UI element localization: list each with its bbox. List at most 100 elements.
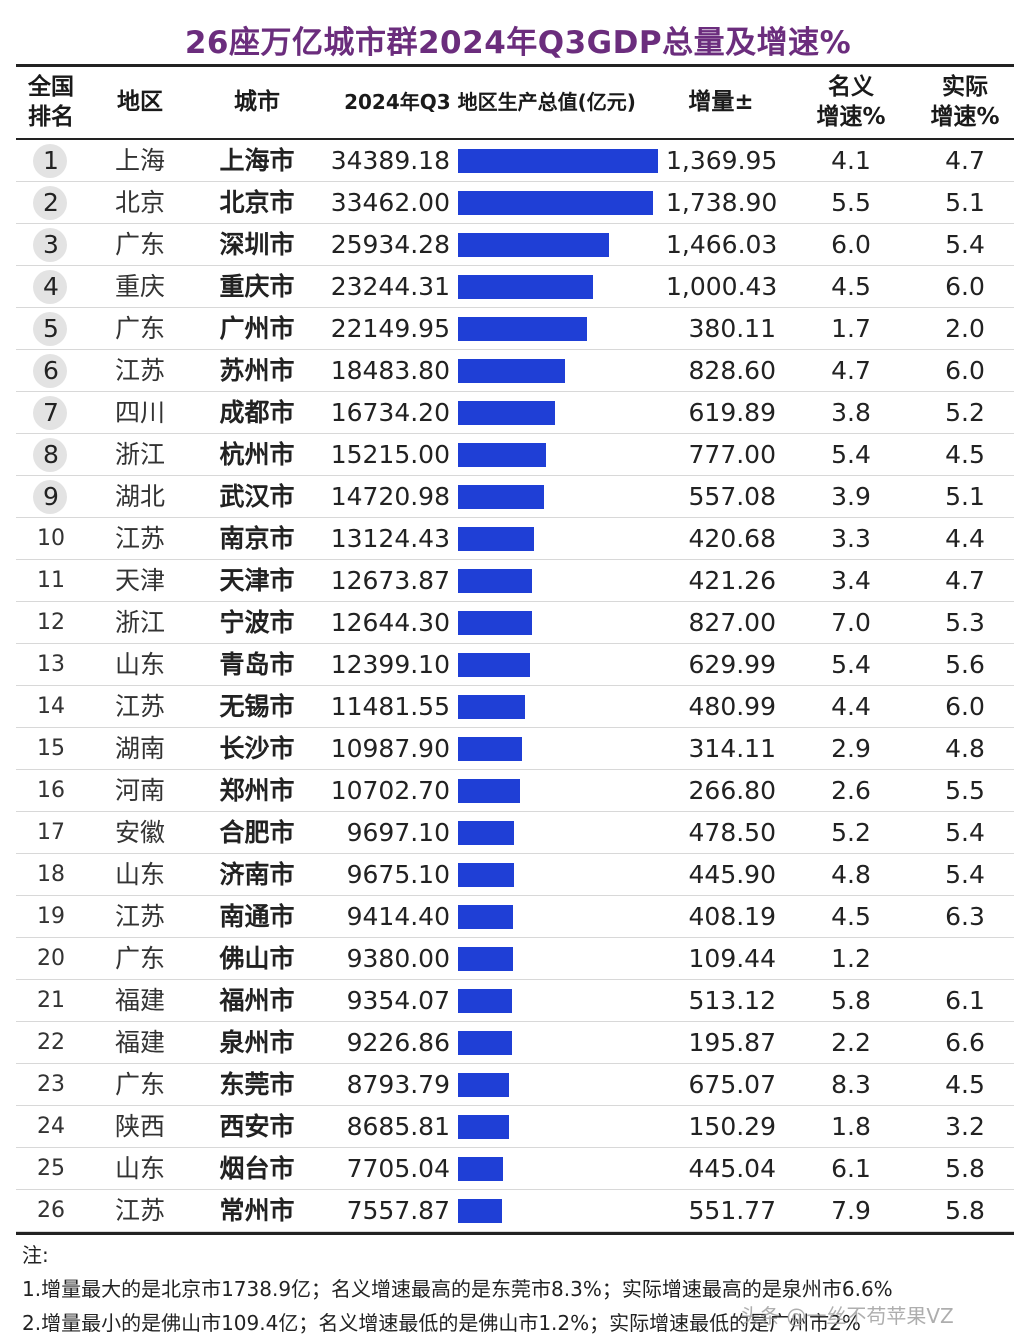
gdp-bar bbox=[458, 863, 514, 887]
row-divider bbox=[16, 391, 1014, 392]
city-cell: 成都市 bbox=[219, 398, 295, 427]
city-cell: 东莞市 bbox=[219, 1070, 295, 1099]
table-row: 6 江苏 苏州市 18483.80 828.60 4.7 6.0 bbox=[16, 350, 1014, 392]
city-cell: 宁波市 bbox=[219, 608, 295, 637]
city-cell: 泉州市 bbox=[219, 1028, 295, 1057]
rank-cell: 17 bbox=[16, 812, 86, 854]
gdp-bar bbox=[458, 989, 512, 1013]
city-cell: 济南市 bbox=[219, 860, 295, 889]
real-growth-cell: 5.4 bbox=[945, 230, 985, 259]
increase-cell: 408.19 bbox=[688, 902, 776, 931]
rank-badge bbox=[33, 270, 67, 304]
gdp-bar bbox=[458, 779, 520, 803]
gdp-value-cell: 25934.28 bbox=[330, 230, 450, 259]
city-cell: 北京市 bbox=[219, 188, 295, 217]
gdp-bar bbox=[458, 1073, 509, 1097]
gdp-value-cell: 33462.00 bbox=[330, 188, 450, 217]
region-cell: 江苏 bbox=[114, 524, 165, 553]
nominal-growth-cell: 4.4 bbox=[831, 692, 871, 721]
table-row: 19 江苏 南通市 9414.40 408.19 4.5 6.3 bbox=[16, 896, 1014, 938]
rank-cell: 11 bbox=[16, 560, 86, 602]
row-divider bbox=[16, 601, 1014, 602]
gdp-value-cell: 9675.10 bbox=[346, 860, 450, 889]
rank-badge bbox=[33, 312, 67, 346]
region-cell: 福建 bbox=[114, 986, 165, 1015]
real-growth-cell: 6.0 bbox=[945, 272, 985, 301]
city-cell: 西安市 bbox=[219, 1112, 295, 1141]
region-cell: 山东 bbox=[114, 860, 165, 889]
rank-number: 20 bbox=[37, 946, 65, 971]
nominal-growth-cell: 2.2 bbox=[831, 1028, 871, 1057]
table-row: 24 陕西 西安市 8685.81 150.29 1.8 3.2 bbox=[16, 1106, 1014, 1148]
rank-cell: 3 bbox=[16, 224, 86, 266]
watermark: 头条 @一丝不苟苹果VZ bbox=[740, 1304, 954, 1328]
region-cell: 重庆 bbox=[114, 272, 165, 301]
rank-cell: 2 bbox=[16, 182, 86, 224]
real-growth-cell: 5.8 bbox=[945, 1154, 985, 1183]
table-row: 15 湖南 长沙市 10987.90 314.11 2.9 4.8 bbox=[16, 728, 1014, 770]
nominal-growth-cell: 4.5 bbox=[831, 902, 871, 931]
city-cell: 天津市 bbox=[219, 566, 295, 595]
table-bottom-rule bbox=[16, 1232, 1014, 1235]
row-divider bbox=[16, 1231, 1014, 1232]
rank-cell: 20 bbox=[16, 938, 86, 980]
nominal-growth-cell: 4.1 bbox=[831, 146, 871, 175]
increase-cell: 314.11 bbox=[688, 734, 776, 763]
row-divider bbox=[16, 517, 1014, 518]
gdp-value-cell: 12399.10 bbox=[330, 650, 450, 679]
gdp-value-cell: 13124.43 bbox=[330, 524, 450, 553]
rank-cell: 24 bbox=[16, 1106, 86, 1148]
gdp-bar bbox=[458, 317, 587, 341]
table-row: 8 浙江 杭州市 15215.00 777.00 5.4 4.5 bbox=[16, 434, 1014, 476]
region-cell: 广东 bbox=[114, 314, 165, 343]
table-row: 13 山东 青岛市 12399.10 629.99 5.4 5.6 bbox=[16, 644, 1014, 686]
real-growth-cell: 4.8 bbox=[945, 734, 985, 763]
nominal-growth-cell: 4.5 bbox=[831, 272, 871, 301]
region-cell: 湖南 bbox=[114, 734, 165, 763]
rank-number: 25 bbox=[37, 1156, 65, 1181]
nominal-growth-cell: 5.4 bbox=[831, 440, 871, 469]
nominal-growth-cell: 3.8 bbox=[831, 398, 871, 427]
real-growth-cell: 5.3 bbox=[945, 608, 985, 637]
row-divider bbox=[16, 895, 1014, 896]
increase-cell: 478.50 bbox=[688, 818, 776, 847]
table-row: 2 北京 北京市 33462.00 1,738.90 5.5 5.1 bbox=[16, 182, 1014, 224]
increase-cell: 1,466.03 bbox=[666, 230, 778, 259]
table-row: 9 湖北 武汉市 14720.98 557.08 3.9 5.1 bbox=[16, 476, 1014, 518]
table-row: 16 河南 郑州市 10702.70 266.80 2.6 5.5 bbox=[16, 770, 1014, 812]
increase-cell: 619.89 bbox=[688, 398, 776, 427]
notes-label: 注: bbox=[22, 1243, 49, 1267]
table-row: 22 福建 泉州市 9226.86 195.87 2.2 6.6 bbox=[16, 1022, 1014, 1064]
real-growth-cell bbox=[916, 938, 1014, 980]
gdp-value-cell: 18483.80 bbox=[330, 356, 450, 385]
city-cell: 广州市 bbox=[219, 314, 295, 343]
rank-number: 26 bbox=[37, 1198, 65, 1223]
city-cell: 青岛市 bbox=[219, 650, 295, 679]
rank-number: 7 bbox=[43, 398, 59, 427]
table-row: 14 江苏 无锡市 11481.55 480.99 4.4 6.0 bbox=[16, 686, 1014, 728]
chart-title: 26座万亿城市群2024年Q3GDP总量及增速% bbox=[184, 25, 852, 61]
row-divider bbox=[16, 853, 1014, 854]
region-cell: 河南 bbox=[114, 776, 165, 805]
gdp-bar bbox=[458, 905, 513, 929]
nominal-growth-cell: 5.5 bbox=[831, 188, 871, 217]
real-growth-cell: 5.4 bbox=[945, 860, 985, 889]
row-divider bbox=[16, 643, 1014, 644]
gdp-value-cell: 9354.07 bbox=[346, 986, 450, 1015]
rank-badge bbox=[33, 228, 67, 262]
table-row: 3 广东 深圳市 25934.28 1,466.03 6.0 5.4 bbox=[16, 224, 1014, 266]
real-growth-cell: 2.0 bbox=[945, 314, 985, 343]
real-growth-cell: 5.5 bbox=[945, 776, 985, 805]
region-cell: 江苏 bbox=[114, 692, 165, 721]
nominal-growth-cell: 5.2 bbox=[831, 818, 871, 847]
table-top-rule bbox=[16, 64, 1014, 67]
gdp-bar bbox=[458, 653, 530, 677]
rank-cell: 25 bbox=[16, 1148, 86, 1190]
rank-badge bbox=[33, 396, 67, 430]
table-row: 5 广东 广州市 22149.95 380.11 1.7 2.0 bbox=[16, 308, 1014, 350]
row-divider bbox=[16, 1105, 1014, 1106]
nominal-growth-cell: 1.7 bbox=[831, 314, 871, 343]
region-cell: 广东 bbox=[114, 944, 165, 973]
header-rank: 全国 排名 bbox=[28, 74, 74, 130]
nominal-growth-cell: 3.3 bbox=[831, 524, 871, 553]
